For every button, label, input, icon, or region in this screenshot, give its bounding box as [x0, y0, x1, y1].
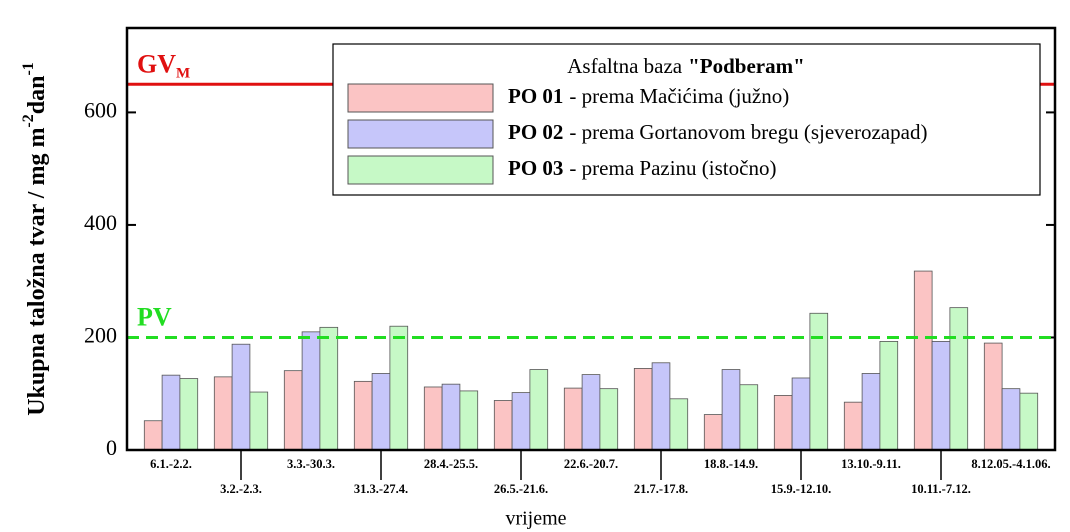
y-axis-label-part: -2 — [20, 114, 37, 127]
bar — [319, 326, 339, 451]
legend-name: PO 02 — [508, 120, 563, 144]
x-tick-label: 15.9.-12.10. — [771, 482, 831, 496]
legend-swatch — [347, 119, 494, 149]
bar — [983, 342, 1003, 451]
x-tick-label: 21.7.-17.8. — [634, 482, 688, 496]
legend-description: - prema Pazinu (istočno) — [569, 156, 776, 180]
bar — [371, 373, 391, 451]
bar — [389, 325, 409, 451]
x-tick-label: 6.1.-2.2. — [150, 457, 192, 471]
y-axis-label-part: dan — [24, 76, 50, 115]
reference-label: GVM — [137, 49, 190, 81]
bar — [581, 374, 601, 451]
legend-name: PO 03 — [508, 156, 563, 180]
bar — [459, 390, 479, 451]
bar — [809, 312, 829, 451]
bar — [213, 376, 233, 451]
bar — [721, 369, 741, 451]
legend-description: - prema Gortanovom bregu (sjeverozapad) — [569, 120, 927, 144]
bar — [773, 395, 793, 451]
bar — [651, 362, 671, 451]
y-axis-label-part: -1 — [20, 62, 37, 75]
bar — [633, 368, 653, 451]
bar — [739, 384, 759, 451]
bar — [949, 307, 969, 451]
x-tick-label: 10.11.-7.12. — [911, 482, 971, 496]
x-tick-label: 18.8.-14.9. — [704, 457, 758, 471]
bar — [861, 373, 881, 451]
legend-label: PO 01- prema Mačićima (južno) — [508, 84, 789, 108]
reference-label-sub: M — [176, 66, 190, 82]
bar — [423, 386, 443, 451]
x-tick-label: 3.3.-30.3. — [287, 457, 335, 471]
legend-title-bold: "Podberam" — [688, 54, 805, 78]
bar — [599, 388, 619, 451]
bar — [511, 392, 531, 451]
bar — [703, 414, 723, 451]
bar — [1001, 388, 1021, 451]
y-tick-label: 0 — [106, 435, 117, 460]
bar — [791, 377, 811, 451]
reference-label: PV — [137, 302, 172, 331]
y-axis-label: Ukupna taložna tvar / mg m-2dan-1 — [20, 62, 49, 416]
bar — [563, 387, 583, 451]
y-tick-label: 200 — [84, 323, 117, 348]
bar — [669, 398, 689, 451]
reference-label-text: PV — [137, 302, 172, 331]
y-tick-label: 600 — [84, 97, 117, 122]
bar — [1019, 392, 1039, 451]
legend-description: - prema Mačićima (južno) — [569, 84, 789, 108]
bar — [529, 369, 549, 451]
legend-title: Asfaltna baza "Podberam" — [567, 54, 805, 78]
legend-swatch — [347, 83, 494, 113]
x-tick-label: 22.6.-20.7. — [564, 457, 618, 471]
x-tick-label: 3.2.-2.3. — [220, 482, 262, 496]
bar — [493, 400, 513, 451]
x-tick-label: 31.3.-27.4. — [354, 482, 408, 496]
legend-name: PO 01 — [508, 84, 563, 108]
bar — [143, 420, 163, 451]
bar — [161, 374, 181, 451]
bar — [931, 341, 951, 451]
bar — [231, 343, 251, 451]
bar — [249, 391, 269, 451]
reference-label-text: GV — [137, 49, 176, 78]
bar — [283, 370, 303, 451]
x-tick-label: 26.5.-21.6. — [494, 482, 548, 496]
legend-title-text: Asfaltna baza — [567, 54, 683, 78]
x-axis-label: vrijeme — [505, 508, 566, 530]
x-tick-label: 8.12.05.-4.1.06. — [971, 457, 1050, 471]
bar — [179, 378, 199, 451]
legend-label: PO 02- prema Gortanovom bregu (sjeveroza… — [508, 120, 927, 144]
y-tick-label: 400 — [84, 210, 117, 235]
bar — [879, 341, 899, 451]
x-tick-label: 28.4.-25.5. — [424, 457, 478, 471]
legend-swatch — [347, 155, 494, 185]
legend-label: PO 03- prema Pazinu (istočno) — [508, 156, 776, 180]
bar — [301, 331, 321, 451]
x-tick-label: 13.10.-9.11. — [841, 457, 901, 471]
y-axis-label-part: Ukupna taložna tvar / mg m — [24, 128, 50, 416]
bar — [843, 401, 863, 451]
bar — [913, 270, 933, 451]
plot-frame — [125, 26, 1057, 452]
bar — [441, 383, 461, 451]
bar — [353, 380, 373, 451]
